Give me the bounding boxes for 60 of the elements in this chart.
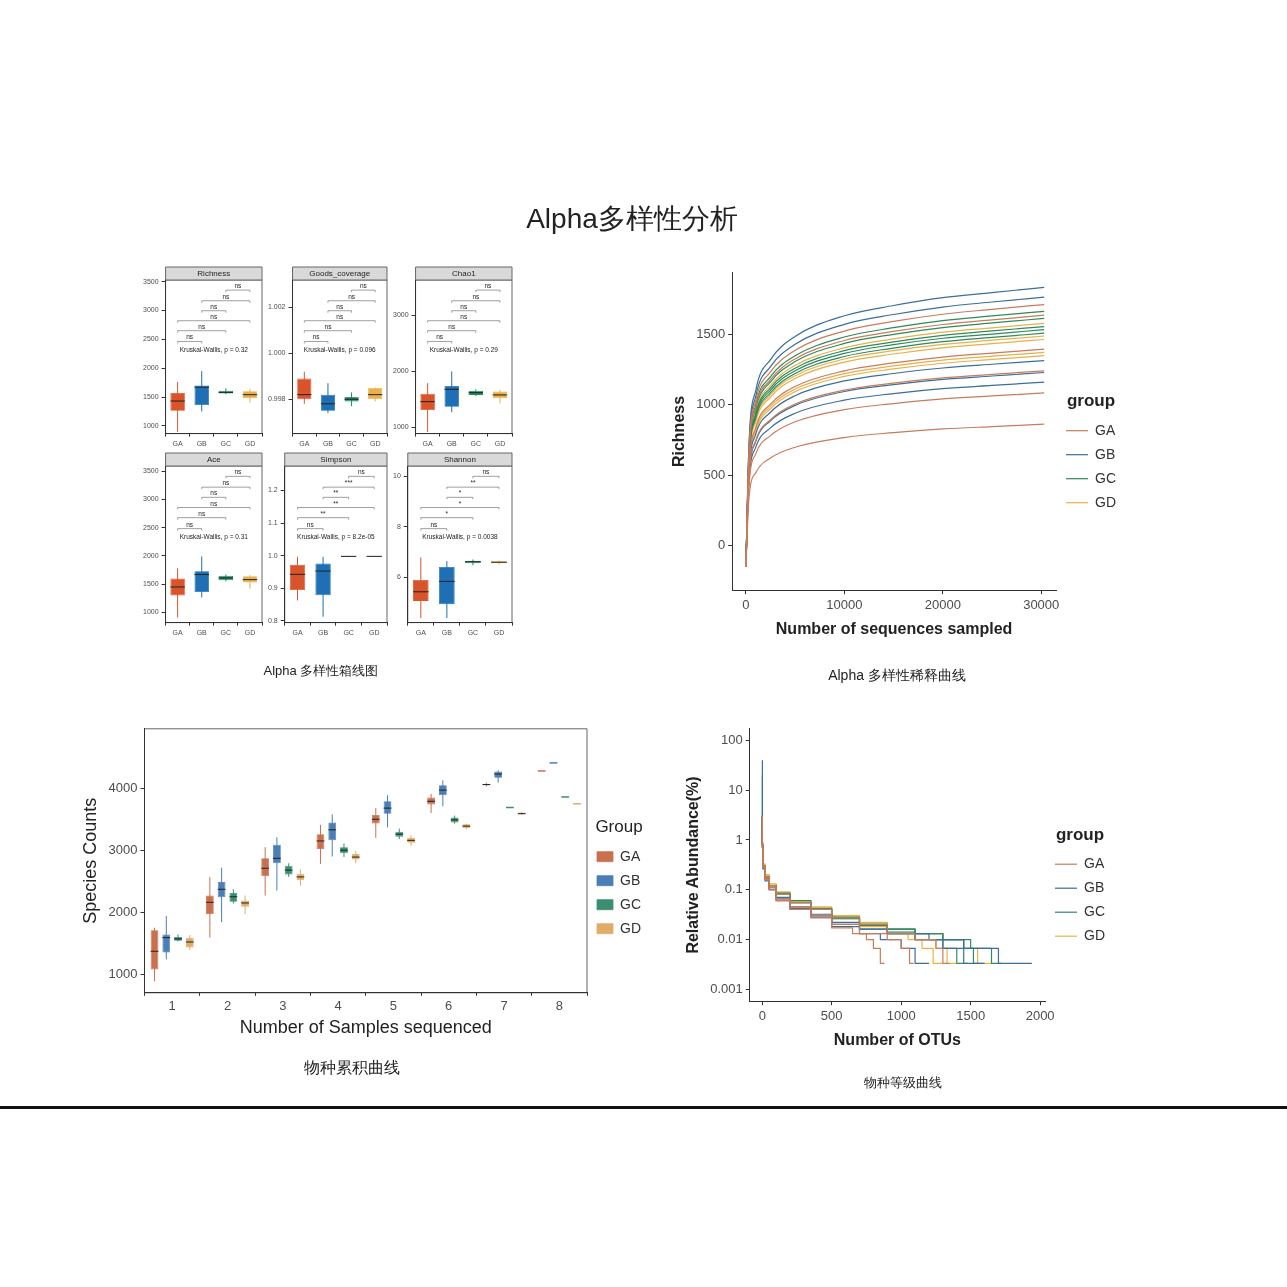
y-tick-label: 1000	[696, 396, 726, 412]
y-tick-label: 0	[717, 536, 726, 552]
legend-label: GB	[1084, 879, 1105, 896]
x-tick-label: 0	[758, 1007, 766, 1023]
y-tick-label: 500	[703, 466, 726, 482]
text: Alpha 多样性箱线图	[263, 662, 379, 680]
y-tick-label: 0.1	[724, 881, 743, 897]
x-tick-label: 1	[168, 998, 176, 1014]
y-axis-title: Species Counts	[79, 797, 100, 924]
x-tick-label: 30000	[1023, 596, 1060, 612]
x-tick-label: 2000	[1025, 1007, 1055, 1023]
x-tick-label: 5	[389, 998, 398, 1014]
chart-title: Ace	[206, 454, 222, 464]
y-tick-label: 10	[728, 781, 743, 797]
x-axis-title: Number of sequences sampled	[775, 619, 1013, 637]
legend-label: GC	[1084, 903, 1105, 920]
legend-label: GA	[620, 847, 641, 864]
legend-title: group	[1055, 824, 1105, 844]
chart-title: Goods_coverage	[309, 268, 371, 278]
y-tick-label: 0.01	[717, 930, 743, 946]
y-tick-label: 0.001	[710, 980, 743, 996]
legend-label: GB	[620, 871, 641, 888]
y-tick-label: 4000	[108, 780, 138, 796]
y-tick-label: 100	[721, 732, 743, 748]
y-axis-title: Richness	[670, 395, 688, 468]
x-tick-label: 20000	[924, 596, 961, 612]
y-tick-label: 1	[735, 831, 743, 847]
y-tick-label: 1000	[108, 966, 138, 982]
x-tick-label: 1500	[956, 1007, 986, 1023]
y-tick-label: 2000	[108, 904, 138, 920]
x-tick-label: 4	[334, 998, 342, 1014]
x-axis-title: Number of Samples sequenced	[239, 1017, 492, 1038]
x-tick-label: 500	[820, 1007, 843, 1023]
x-tick-label: 2	[223, 998, 232, 1014]
x-tick-label: 8	[555, 998, 563, 1014]
x-tick-label: 7	[500, 998, 508, 1014]
x-tick-label: 6	[445, 998, 453, 1014]
y-axis-title: Relative Abundance(%)	[684, 776, 702, 954]
chart-title: Simpson	[320, 454, 352, 464]
chart-title: Chao1	[452, 268, 477, 278]
text: Alpha 多样性稀释曲线	[828, 667, 966, 685]
x-tick-label: 10000	[826, 596, 863, 612]
text: 物种等级曲线	[864, 1074, 942, 1092]
legend-title: group	[1066, 391, 1116, 411]
text: Alpha多样性分析	[526, 202, 738, 236]
legend-label: GC	[1095, 469, 1116, 486]
legend-label: GD	[1084, 927, 1105, 944]
text: 物种累积曲线	[304, 1058, 400, 1078]
x-tick-label: 1000	[886, 1007, 916, 1023]
x-axis-title: Number of OTUs	[833, 1030, 962, 1048]
legend-label: GD	[1095, 493, 1116, 510]
y-tick-label: 1500	[696, 326, 726, 342]
legend-title: Group	[595, 817, 643, 837]
chart-title: Shannon	[443, 454, 476, 464]
legend-label: GC	[620, 895, 641, 912]
legend-label: GD	[620, 919, 641, 936]
y-tick-label: 3000	[108, 842, 138, 858]
legend-label: GA	[1084, 855, 1105, 872]
chart-title: Richness	[197, 268, 231, 278]
x-tick-label: 3	[279, 998, 287, 1014]
